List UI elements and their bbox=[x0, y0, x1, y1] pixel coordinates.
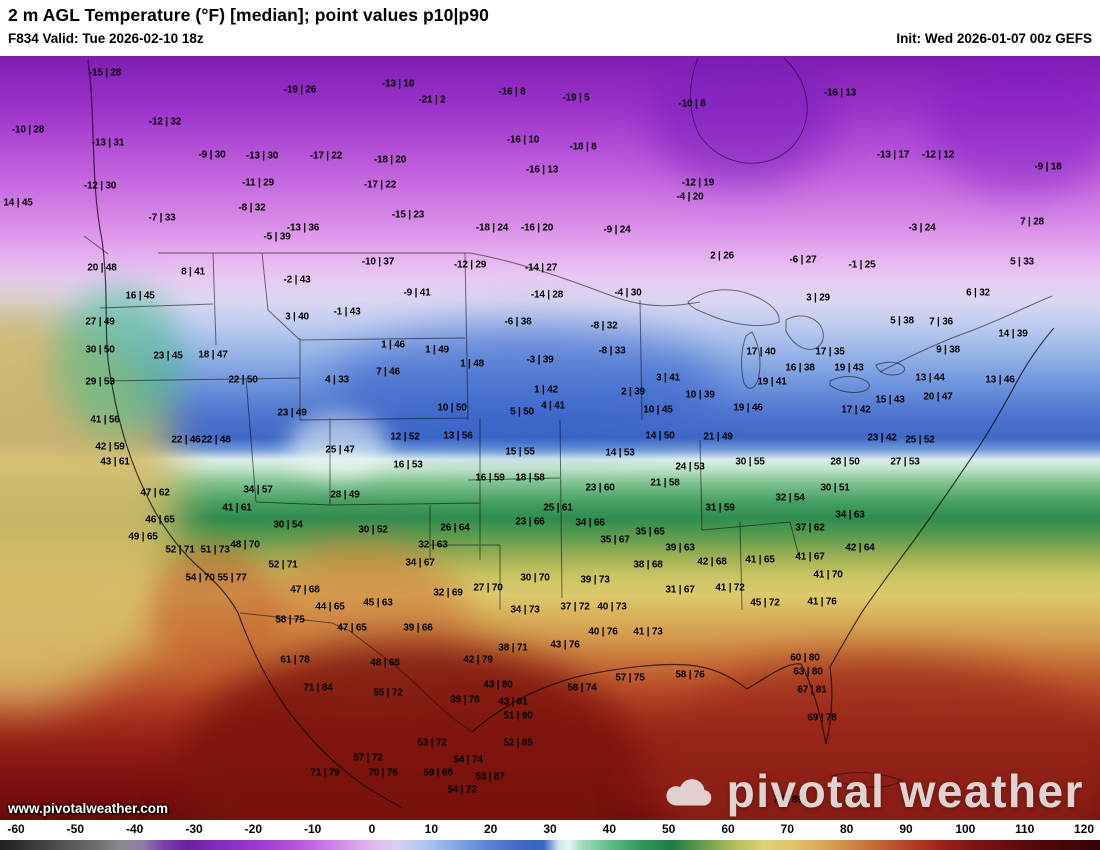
region-hudson-bay-cold bbox=[650, 56, 835, 186]
colorbar-tick-label: 10 bbox=[424, 822, 439, 836]
colorbar-tick-label: 30 bbox=[543, 822, 557, 836]
colorbar-tick-label: -60 bbox=[7, 822, 25, 836]
region-plains-cold bbox=[330, 324, 720, 439]
map-title: 2 m AGL Temperature (°F) [median]; point… bbox=[8, 5, 489, 25]
map-header: 2 m AGL Temperature (°F) [median]; point… bbox=[0, 0, 1100, 56]
brand-watermark-text: pivotal weather bbox=[726, 765, 1084, 817]
colorbar-tick-label: 40 bbox=[602, 822, 617, 836]
colorbar-tick-label: -20 bbox=[244, 822, 262, 836]
region-socal-warm bbox=[150, 546, 280, 676]
valid-time: F834 Valid: Tue 2026-02-10 18z bbox=[8, 31, 204, 46]
colorbar-ticks: -60 -50 -40 -30 -20 -10 0 10 20 30 40 50 60 70 80 90 100… bbox=[0, 822, 1100, 839]
website-watermark: www.pivotalweather.com bbox=[8, 801, 169, 816]
colorbar-tick-label: 70 bbox=[780, 822, 795, 836]
colorbar-tick-label: 60 bbox=[721, 822, 735, 836]
colorbar-tick-label: 50 bbox=[661, 822, 676, 836]
colorbar-tick-label: -10 bbox=[303, 822, 322, 836]
colorbar-tick-label: 0 bbox=[368, 822, 376, 836]
region-mexico-hot bbox=[180, 641, 640, 820]
region-southwest-warm bbox=[255, 541, 470, 711]
brand-watermark: pivotal weather bbox=[659, 768, 1084, 814]
colorbar-tick-label: 20 bbox=[483, 822, 498, 836]
colorbar-tick-label: -30 bbox=[185, 822, 203, 836]
region-northeast-cold bbox=[930, 56, 1100, 196]
colorbar: -60 -50 -40 -30 -20 -10 0 10 20 30 40 50 60 70 80 90 100… bbox=[0, 820, 1100, 850]
region-rockies-snow bbox=[288, 414, 388, 478]
region-northwest-mild bbox=[55, 286, 185, 436]
colorbar-tick-label: 80 bbox=[839, 822, 854, 836]
colorbar-tick-label: 120 bbox=[1073, 822, 1095, 836]
map-canvas[interactable] bbox=[0, 56, 1100, 820]
pivotal-logo-icon bbox=[666, 779, 711, 806]
colorbar-tick-label: -50 bbox=[66, 822, 84, 836]
colorbar-tick-label: 110 bbox=[1014, 822, 1035, 836]
colorbar-tick-label: 100 bbox=[955, 822, 976, 836]
init-time: Init: Wed 2026-01-07 00z GEFS bbox=[896, 31, 1092, 46]
colorbar-tick-label: 90 bbox=[899, 822, 913, 836]
region-pacific-warm bbox=[0, 306, 180, 706]
colorbar-tick-label: -40 bbox=[125, 822, 144, 836]
colorbar-gradient bbox=[0, 840, 1100, 850]
